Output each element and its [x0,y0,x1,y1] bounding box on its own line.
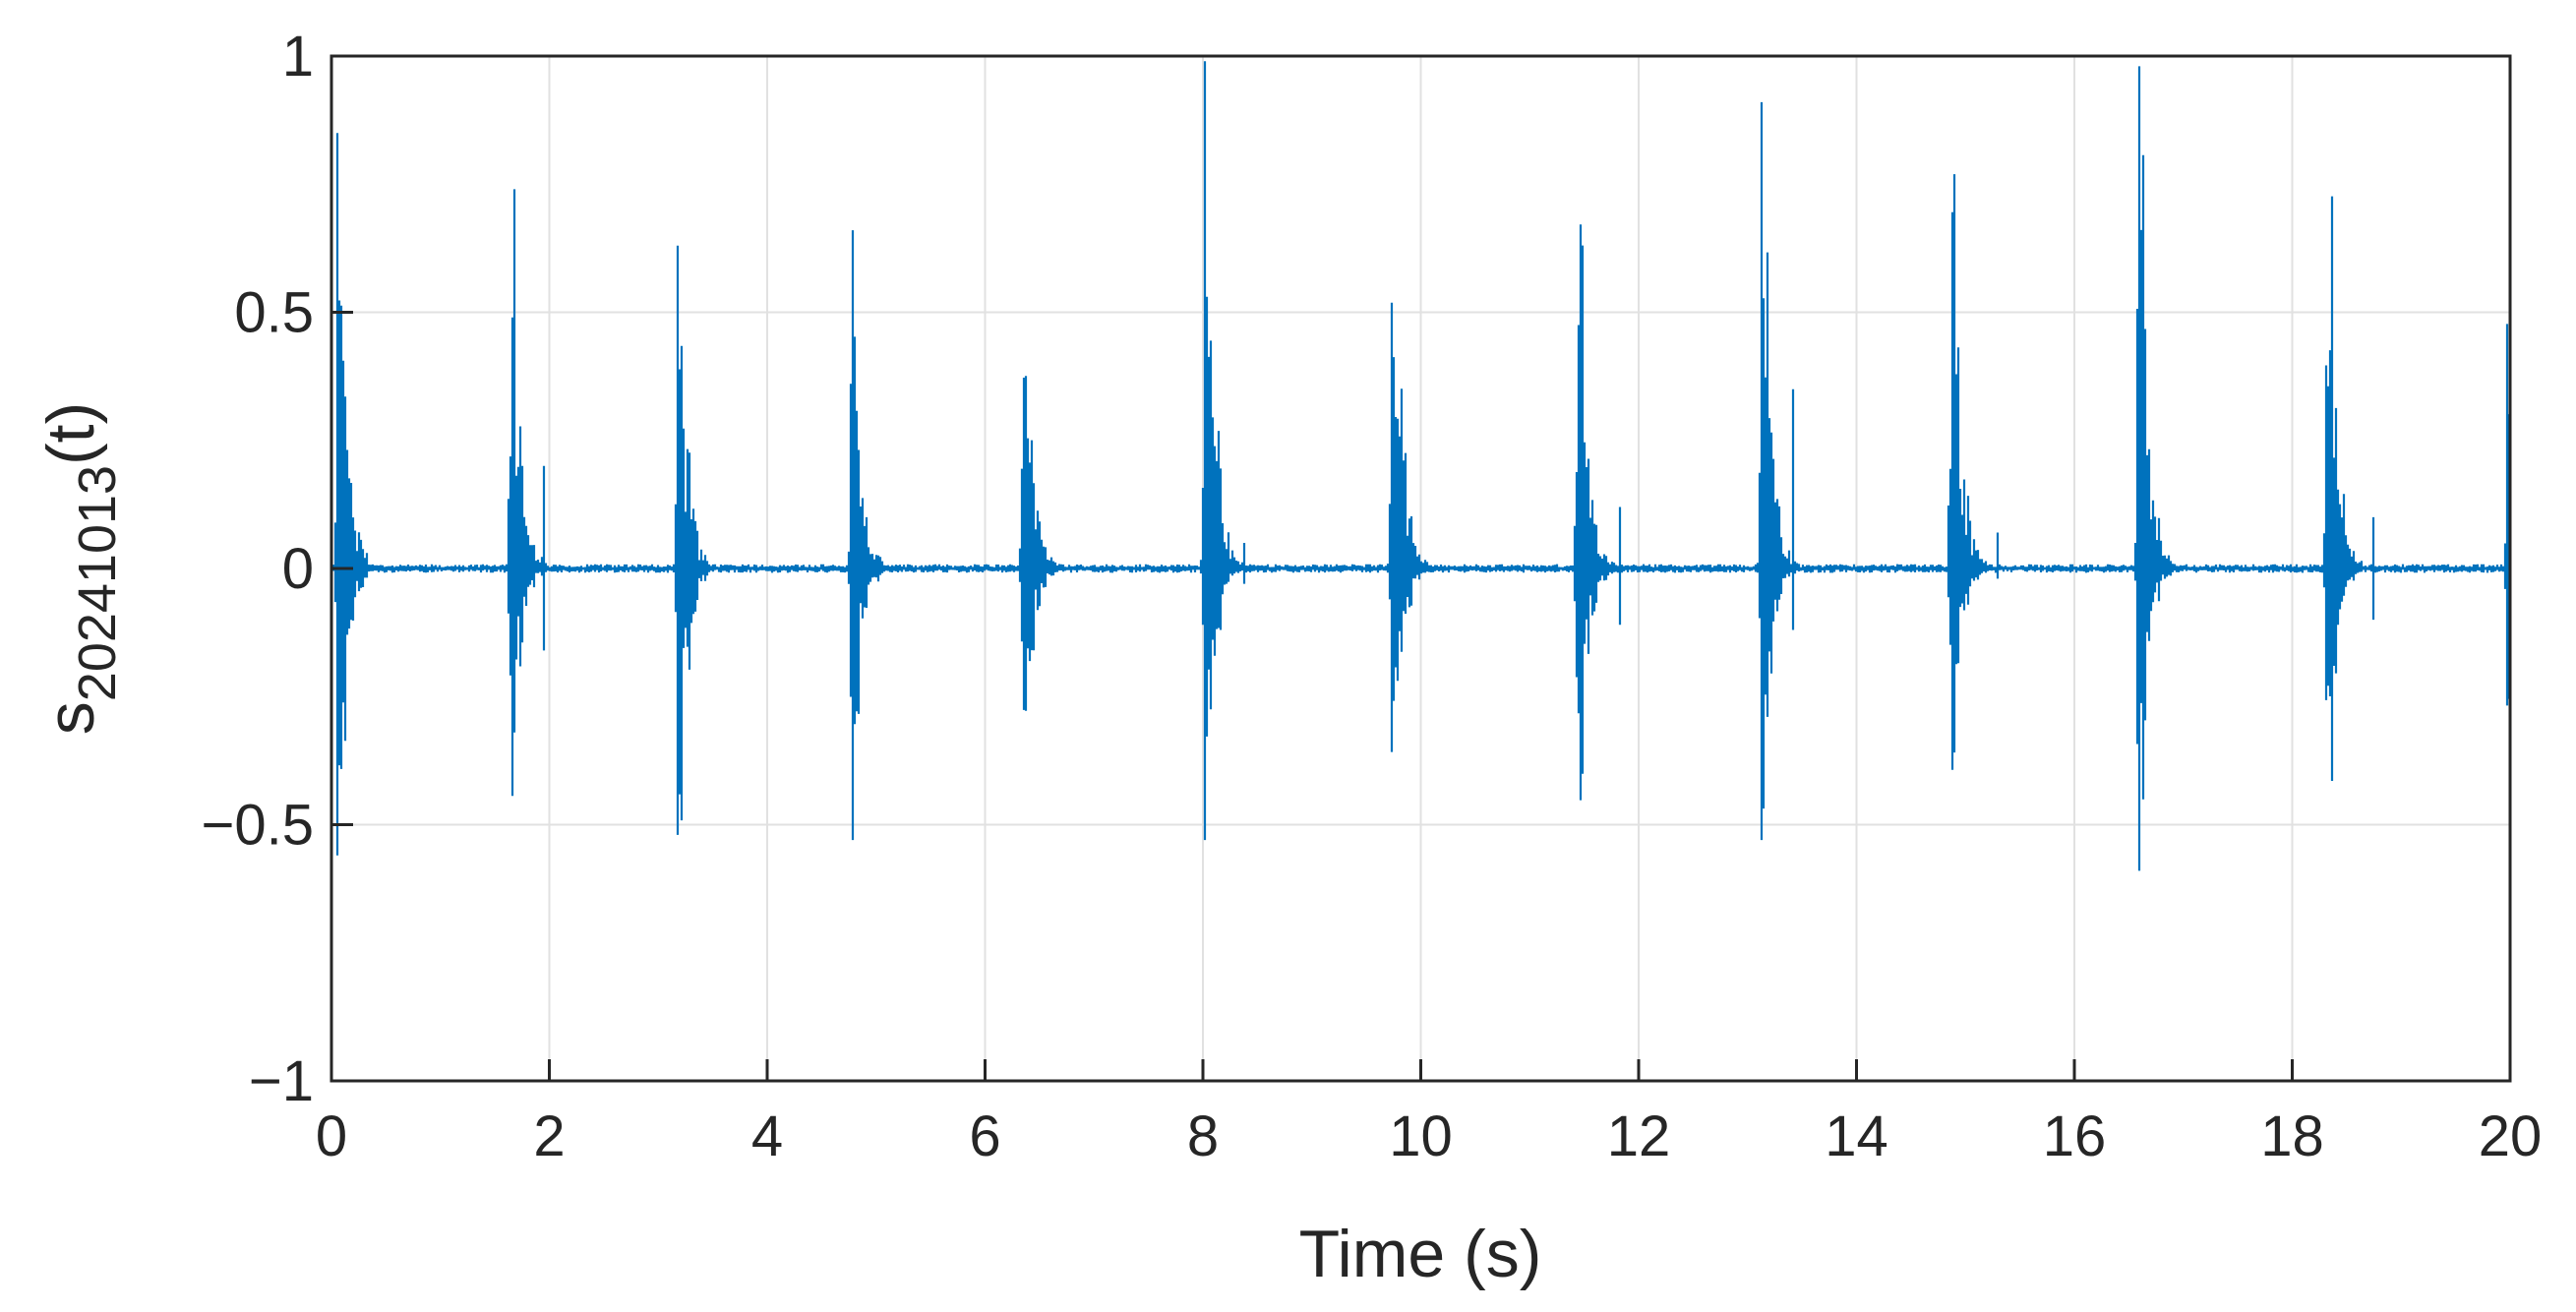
x-tick-label-6: 12 [1607,1104,1671,1168]
y-axis-label-tail: (t) [33,402,108,465]
x-tick-label-7: 14 [1825,1104,1888,1168]
x-tick-label-3: 6 [969,1104,1000,1168]
x-tick-label-0: 0 [316,1104,347,1168]
x-tick-label-10: 20 [2479,1104,2543,1168]
y-tick-label-0: −1 [249,1049,314,1113]
x-tick-label-1: 2 [533,1104,565,1168]
y-axis-label-subscript: 20241013 [68,465,127,701]
x-tick-label-8: 16 [2043,1104,2107,1168]
y-axis-label-base: s [33,701,108,735]
x-tick-label-2: 4 [751,1104,783,1168]
x-tick-label-5: 10 [1389,1104,1453,1168]
y-tick-label-3: 0.5 [234,281,314,345]
x-tick-label-4: 8 [1187,1104,1219,1168]
y-tick-label-4: 1 [282,25,314,89]
x-axis-label: Time (s) [1299,1217,1542,1291]
y-axis-label: s20241013(t) [33,402,127,735]
tick-marks [329,54,2512,1083]
x-tick-label-9: 18 [2260,1104,2324,1168]
y-tick-labels: −1 −0.5 0 0.5 1 [202,25,315,1113]
x-tick-labels: 0 2 4 6 8 10 12 14 16 18 20 [316,1104,2542,1168]
y-tick-label-2: 0 [282,537,314,601]
y-tick-label-1: −0.5 [202,794,315,858]
